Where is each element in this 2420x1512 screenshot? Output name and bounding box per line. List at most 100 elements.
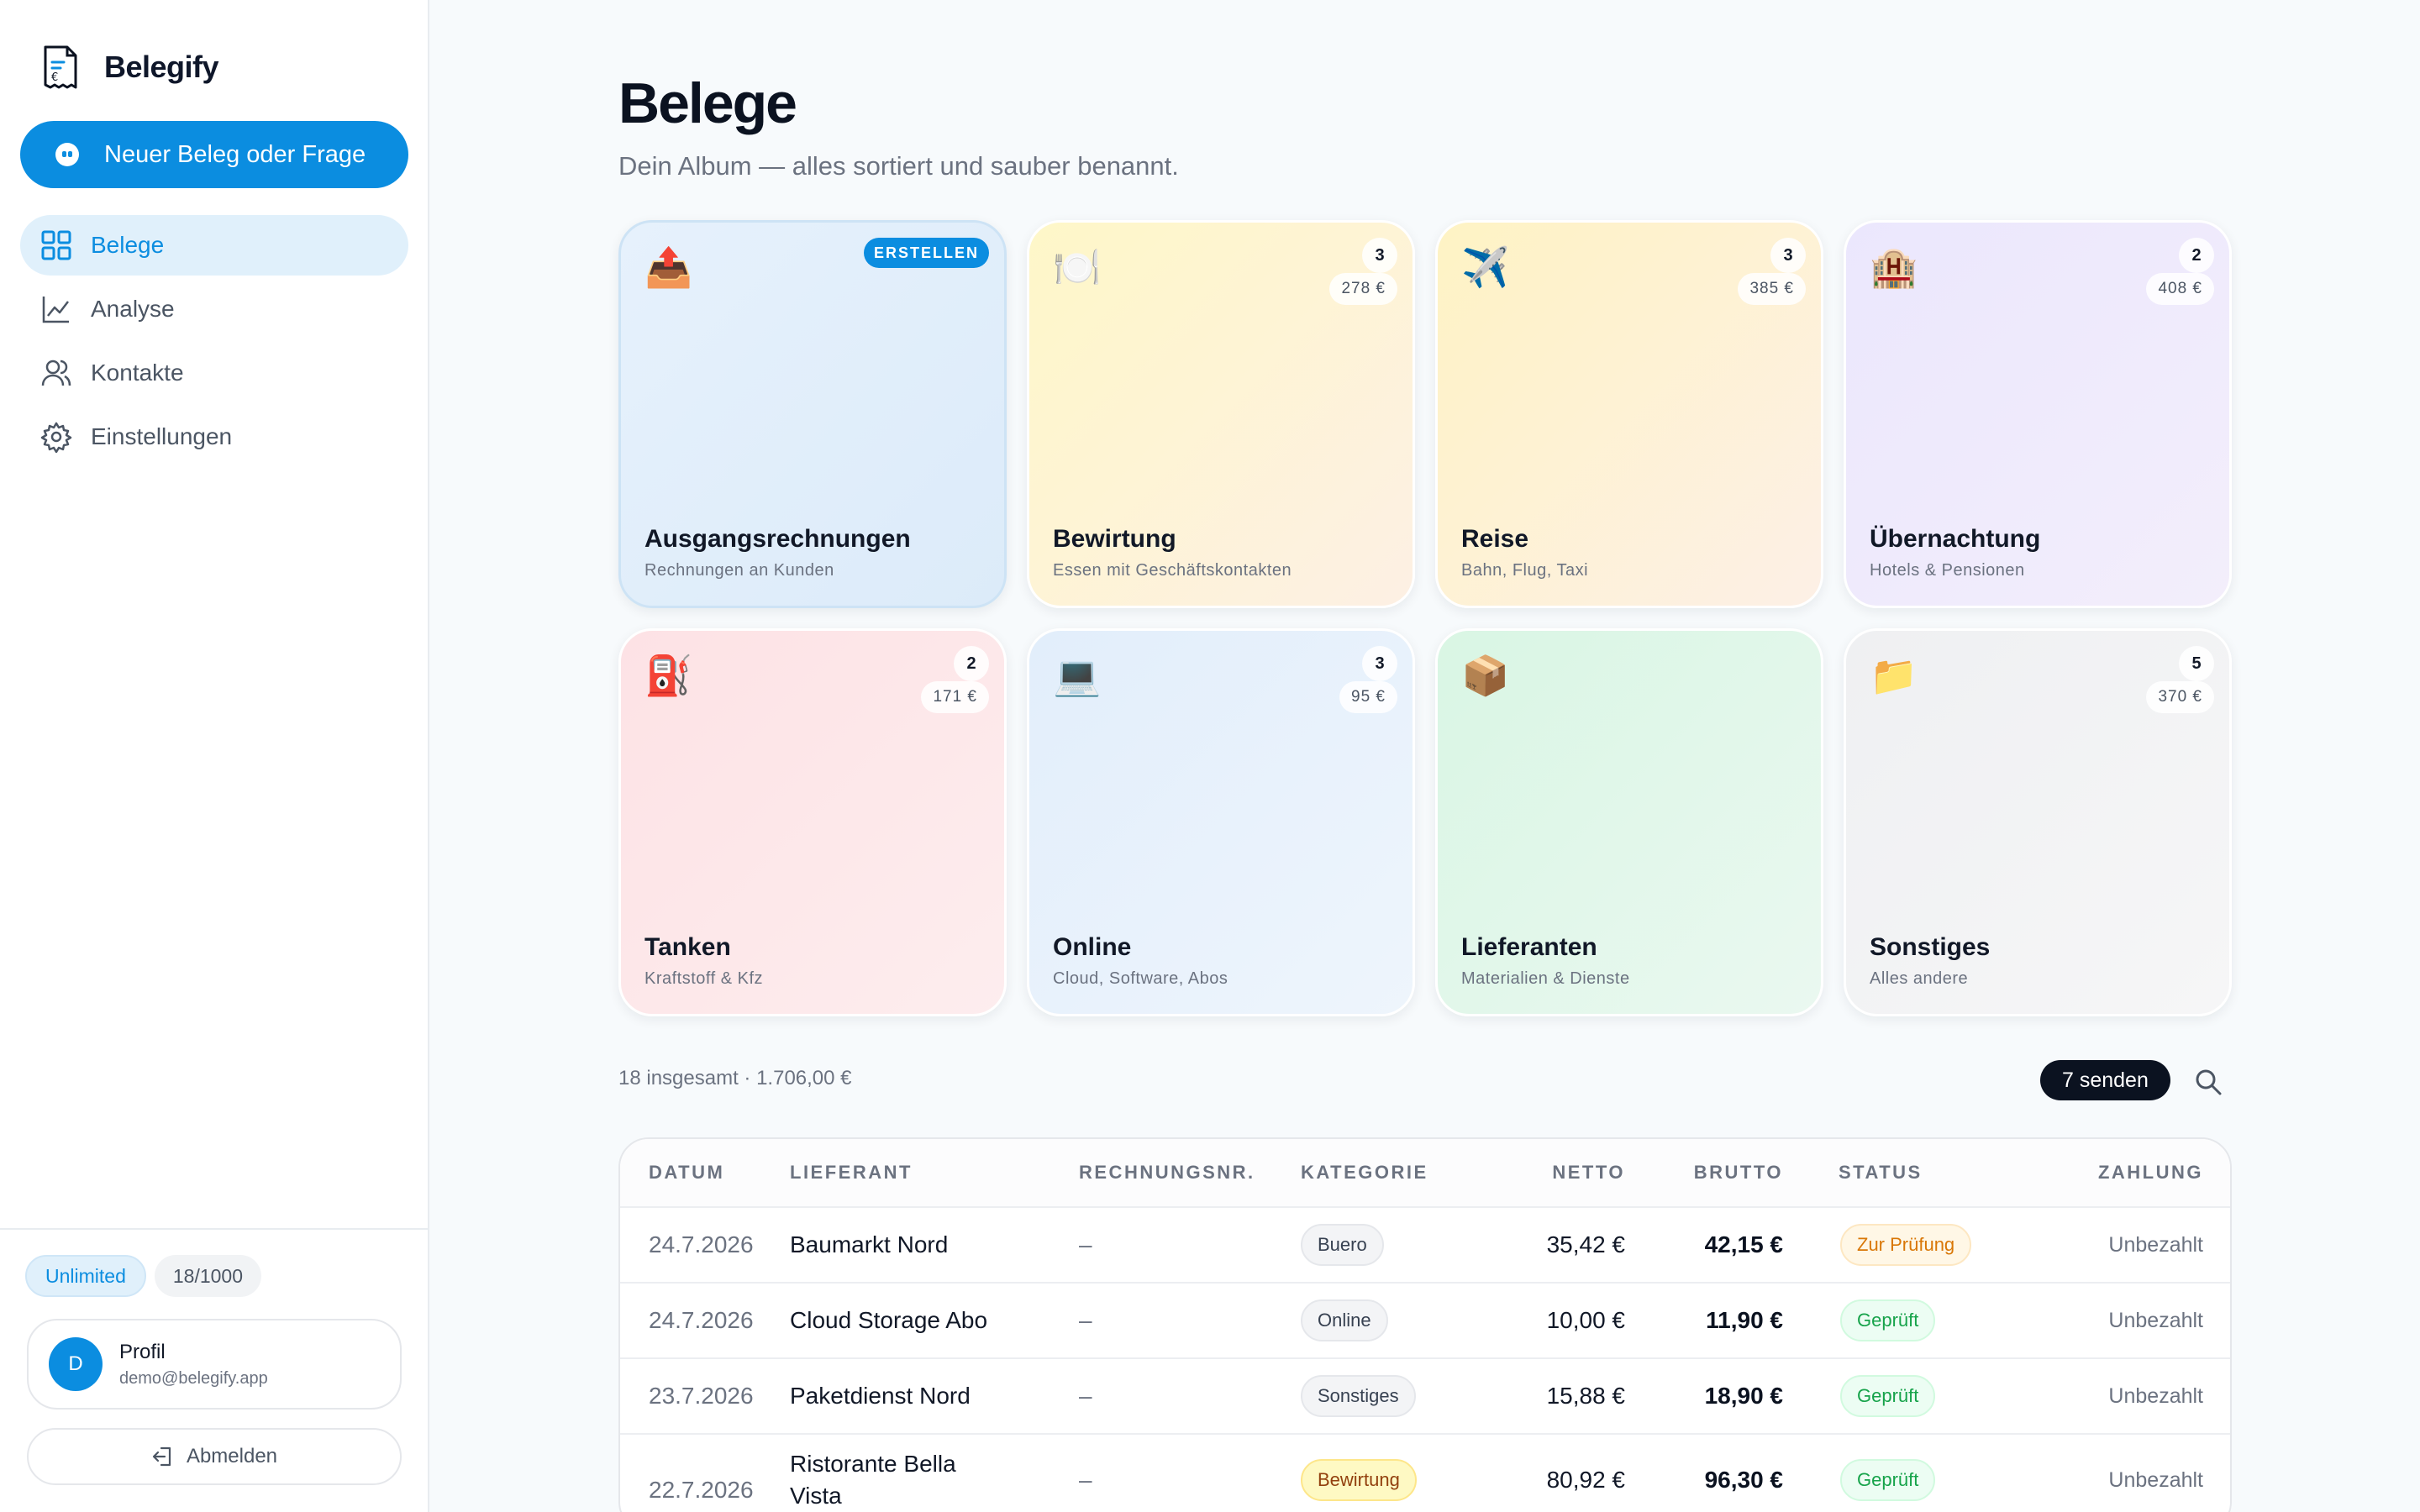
- send-button[interactable]: 7 senden: [2040, 1060, 2170, 1100]
- amount-badge: 385 €: [1738, 273, 1806, 305]
- count-badge: 3: [1362, 646, 1397, 681]
- col-net[interactable]: NETTO: [1552, 1162, 1625, 1183]
- category-name: Sonstiges: [1870, 933, 1991, 961]
- amount-badge: 408 €: [2146, 273, 2214, 305]
- col-gross[interactable]: BRUTTO: [1693, 1162, 1783, 1183]
- count-badge: 2: [954, 646, 989, 681]
- category-tag[interactable]: Sonstiges: [1301, 1375, 1416, 1417]
- category-card-lieferanten[interactable]: 📦 Lieferanten Materialien & Dienste: [1435, 628, 1823, 1016]
- category-name: Bewirtung: [1053, 525, 1176, 553]
- cell-date: 24.7.2026: [649, 1307, 754, 1333]
- laptop-icon: 💻: [1053, 654, 1102, 697]
- fuel-pump-icon: ⛽: [644, 654, 693, 697]
- cell-payment[interactable]: Unbezahlt: [2108, 1308, 2203, 1332]
- logout-button[interactable]: Abmelden: [27, 1428, 402, 1485]
- profile-card[interactable]: D Profil demo@belegify.app: [27, 1319, 402, 1410]
- category-tag[interactable]: Bewirtung: [1301, 1459, 1417, 1501]
- gear-icon: [40, 422, 72, 453]
- logout-icon: [152, 1446, 171, 1467]
- col-category[interactable]: KATEGORIE: [1301, 1162, 1428, 1183]
- category-name: Reise: [1461, 525, 1529, 553]
- cell-date: 22.7.2026: [649, 1477, 754, 1503]
- col-payment[interactable]: ZAHLUNG: [2097, 1162, 2203, 1183]
- count-badge: 3: [1770, 238, 1806, 273]
- sidebar-item-einstellungen[interactable]: Einstellungen: [20, 407, 408, 467]
- table-header: DATUM LIEFERANT RECHNUNGSNR. KATEGORIE N…: [620, 1139, 2230, 1206]
- receipt-logo-icon: €: [44, 45, 77, 89]
- amount-badge: 370 €: [2146, 681, 2214, 713]
- status-badge[interactable]: Zur Prüfung: [1840, 1224, 1972, 1266]
- table-row[interactable]: 24.7.2026 Cloud Storage Abo – Online 10,…: [620, 1282, 2230, 1357]
- sidebar-item-belege[interactable]: Belege: [20, 215, 408, 276]
- col-invoice[interactable]: RECHNUNGSNR.: [1079, 1162, 1255, 1183]
- brand[interactable]: € Belegify: [40, 44, 219, 91]
- sidebar-nav: Belege Analyse Kontakte Einstellungen: [20, 215, 408, 470]
- profile-name: Profil: [119, 1340, 166, 1363]
- page-subtitle: Dein Album — alles sortiert und sauber b…: [618, 151, 1179, 181]
- cell-date: 24.7.2026: [649, 1231, 754, 1257]
- status-badge[interactable]: Geprüft: [1840, 1459, 1936, 1501]
- category-desc: Bahn, Flug, Taxi: [1461, 561, 1589, 580]
- outbox-icon: 📤: [644, 245, 693, 289]
- new-receipt-button[interactable]: Neuer Beleg oder Frage: [20, 121, 408, 188]
- category-desc: Kraftstoff & Kfz: [644, 969, 764, 988]
- amount-badge: 95 €: [1339, 681, 1397, 713]
- sidebar-item-label: Belege: [91, 232, 165, 258]
- plate-icon: 🍽️: [1053, 245, 1102, 289]
- cell-net: 15,88 €: [1546, 1383, 1625, 1409]
- cell-net: 35,42 €: [1546, 1231, 1625, 1257]
- cell-supplier: Ristorante Bella Vista: [790, 1451, 956, 1509]
- category-desc: Essen mit Geschäftskontakten: [1053, 561, 1292, 580]
- category-tag[interactable]: Online: [1301, 1299, 1388, 1341]
- cell-gross: 42,15 €: [1704, 1231, 1783, 1257]
- col-status[interactable]: STATUS: [1839, 1162, 1923, 1183]
- status-badge[interactable]: Geprüft: [1840, 1299, 1936, 1341]
- category-desc: Cloud, Software, Abos: [1053, 969, 1228, 988]
- cell-payment[interactable]: Unbezahlt: [2108, 1467, 2203, 1492]
- search-icon[interactable]: [2191, 1065, 2225, 1099]
- category-card-uebernachtung[interactable]: 🏨 2 408 € Übernachtung Hotels & Pensione…: [1844, 220, 2232, 608]
- amount-badge: 171 €: [921, 681, 989, 713]
- count-badge: 3: [1362, 238, 1397, 273]
- sidebar-footer: Unlimited 18/1000 D Profil demo@belegify…: [0, 1228, 428, 1512]
- table-row[interactable]: 22.7.2026 Ristorante Bella Vista – Bewir…: [620, 1433, 2230, 1512]
- logout-label: Abmelden: [186, 1445, 278, 1467]
- status-badge[interactable]: Geprüft: [1840, 1375, 1936, 1417]
- col-date[interactable]: DATUM: [649, 1162, 725, 1183]
- category-tag[interactable]: Buero: [1301, 1224, 1384, 1266]
- count-badge: 5: [2179, 646, 2214, 681]
- category-card-tanken[interactable]: ⛽ 2 171 € Tanken Kraftstoff & Kfz: [618, 628, 1007, 1016]
- category-name: Tanken: [644, 933, 731, 961]
- cell-gross: 96,30 €: [1704, 1467, 1783, 1493]
- category-name: Online: [1053, 933, 1132, 961]
- category-desc: Hotels & Pensionen: [1870, 561, 2025, 580]
- cell-invoice: –: [1079, 1467, 1092, 1493]
- cell-gross: 11,90 €: [1706, 1307, 1783, 1333]
- table-row[interactable]: 23.7.2026 Paketdienst Nord – Sonstiges 1…: [620, 1357, 2230, 1433]
- category-name: Lieferanten: [1461, 933, 1597, 961]
- col-supplier[interactable]: LIEFERANT: [790, 1162, 913, 1184]
- category-card-ausgangsrechnungen[interactable]: 📤 ERSTELLEN Ausgangsrechnungen Rechnunge…: [618, 220, 1007, 608]
- grid-icon: [41, 230, 71, 260]
- users-icon: [41, 360, 71, 386]
- category-card-sonstiges[interactable]: 📁 5 370 € Sonstiges Alles andere: [1844, 628, 2232, 1016]
- receipts-summary: 18 insgesamt · 1.706,00 €: [618, 1067, 852, 1089]
- sidebar-item-kontakte[interactable]: Kontakte: [20, 343, 408, 403]
- chart-icon: [42, 297, 69, 323]
- category-card-online[interactable]: 💻 3 95 € Online Cloud, Software, Abos: [1027, 628, 1415, 1016]
- cell-payment[interactable]: Unbezahlt: [2108, 1232, 2203, 1257]
- cell-invoice: –: [1079, 1383, 1092, 1409]
- category-card-bewirtung[interactable]: 🍽️ 3 278 € Bewirtung Essen mit Geschäfts…: [1027, 220, 1415, 608]
- cell-supplier: Cloud Storage Abo: [790, 1307, 988, 1334]
- amount-badge: 278 €: [1329, 273, 1397, 305]
- create-button[interactable]: ERSTELLEN: [863, 238, 989, 268]
- cell-payment[interactable]: Unbezahlt: [2108, 1383, 2203, 1408]
- category-desc: Rechnungen an Kunden: [644, 561, 834, 580]
- category-name: Übernachtung: [1870, 525, 2041, 553]
- cell-invoice: –: [1079, 1231, 1092, 1257]
- category-card-reise[interactable]: ✈️ 3 385 € Reise Bahn, Flug, Taxi: [1435, 220, 1823, 608]
- sidebar-item-analyse[interactable]: Analyse: [20, 279, 408, 339]
- category-grid: 📤 ERSTELLEN Ausgangsrechnungen Rechnunge…: [618, 220, 2232, 1016]
- avatar: D: [49, 1337, 103, 1391]
- table-row[interactable]: 24.7.2026 Baumarkt Nord – Buero 35,42 € …: [620, 1206, 2230, 1282]
